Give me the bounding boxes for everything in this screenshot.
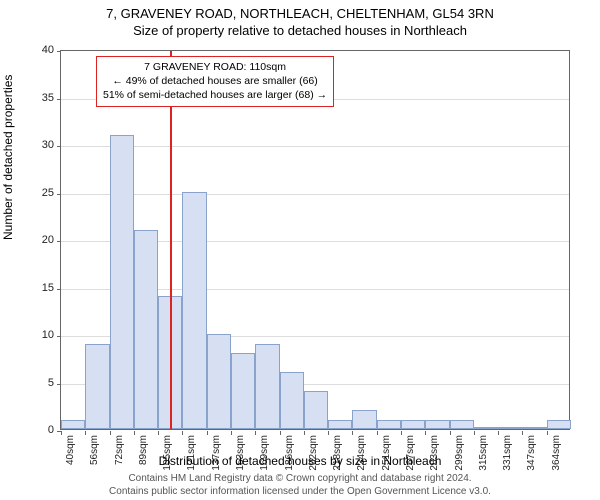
annotation-line-2: ← 49% of detached houses are smaller (66… [103, 74, 327, 88]
histogram-bar [280, 372, 304, 429]
gridline [61, 194, 569, 195]
xtick-mark [280, 431, 281, 435]
histogram-bar [304, 391, 328, 429]
xtick-mark [450, 431, 451, 435]
annotation-line-1: 7 GRAVENEY ROAD: 110sqm [103, 60, 327, 74]
xtick-mark [377, 431, 378, 435]
plot-area: 40sqm56sqm72sqm89sqm105sqm121sqm137sqm15… [60, 50, 570, 430]
histogram-bar [498, 427, 522, 429]
footer-line-2: Contains public sector information licen… [0, 485, 600, 498]
ytick-label: 0 [48, 424, 54, 436]
ytick-mark [57, 289, 61, 290]
xtick-mark [110, 431, 111, 435]
footer-attribution: Contains HM Land Registry data © Crown c… [0, 472, 600, 498]
chart-title-sub: Size of property relative to detached ho… [0, 21, 600, 38]
histogram-bar [425, 420, 449, 430]
xtick-mark [182, 431, 183, 435]
histogram-bar [474, 427, 498, 429]
xtick-mark [401, 431, 402, 435]
xtick-mark [328, 431, 329, 435]
xtick-mark [522, 431, 523, 435]
histogram-bar [401, 420, 425, 430]
xtick-mark [498, 431, 499, 435]
ytick-label: 30 [42, 139, 54, 151]
histogram-bar [182, 192, 206, 430]
ytick-mark [57, 194, 61, 195]
ytick-label: 25 [42, 187, 54, 199]
xtick-mark [352, 431, 353, 435]
histogram-bar [377, 420, 401, 430]
xtick-mark [255, 431, 256, 435]
histogram-bar [231, 353, 255, 429]
histogram-bar [522, 427, 546, 429]
reference-line [170, 51, 172, 429]
gridline [61, 146, 569, 147]
ytick-mark [57, 146, 61, 147]
histogram-bar [85, 344, 109, 430]
ytick-label: 5 [48, 377, 54, 389]
ytick-mark [57, 51, 61, 52]
ytick-mark [57, 99, 61, 100]
xtick-mark [85, 431, 86, 435]
xtick-mark [231, 431, 232, 435]
ytick-mark [57, 384, 61, 385]
ytick-label: 35 [42, 92, 54, 104]
annotation-line-3: 51% of semi-detached houses are larger (… [103, 88, 327, 102]
annotation-box: 7 GRAVENEY ROAD: 110sqm ← 49% of detache… [96, 56, 334, 107]
histogram-bar [450, 420, 474, 430]
xtick-mark [207, 431, 208, 435]
histogram-bar [134, 230, 158, 430]
ytick-mark [57, 336, 61, 337]
ytick-label: 15 [42, 282, 54, 294]
xtick-mark [134, 431, 135, 435]
xtick-mark [425, 431, 426, 435]
footer-line-1: Contains HM Land Registry data © Crown c… [0, 472, 600, 485]
chart-area: 40sqm56sqm72sqm89sqm105sqm121sqm137sqm15… [60, 50, 570, 430]
x-axis-label: Distribution of detached houses by size … [0, 454, 600, 468]
y-axis-label: Number of detached properties [1, 75, 15, 240]
ytick-label: 40 [42, 44, 54, 56]
xtick-mark [304, 431, 305, 435]
histogram-bar [547, 420, 571, 430]
xtick-mark [158, 431, 159, 435]
histogram-bar [110, 135, 134, 430]
histogram-bar [207, 334, 231, 429]
ytick-label: 20 [42, 234, 54, 246]
histogram-bar [255, 344, 279, 430]
xtick-mark [474, 431, 475, 435]
histogram-bar [61, 420, 85, 430]
histogram-bar [328, 420, 352, 430]
chart-title-main: 7, GRAVENEY ROAD, NORTHLEACH, CHELTENHAM… [0, 0, 600, 21]
ytick-mark [57, 241, 61, 242]
xtick-mark [61, 431, 62, 435]
xtick-mark [547, 431, 548, 435]
histogram-bar [352, 410, 376, 429]
ytick-label: 10 [42, 329, 54, 341]
